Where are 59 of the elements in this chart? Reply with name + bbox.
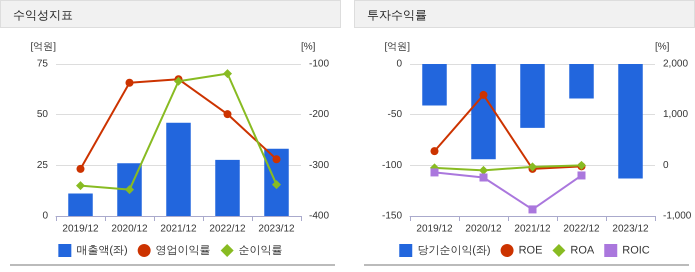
legend-label: ROIC: [622, 244, 650, 256]
y2-tick-label: -100: [309, 58, 330, 70]
x-tick-label: 2019/12: [416, 224, 454, 234]
x-tick-label: 2020/12: [111, 224, 148, 234]
point: [76, 164, 84, 173]
y-tick-label: 25: [36, 160, 48, 171]
point: [272, 180, 281, 190]
point: [480, 173, 488, 182]
legend-label: ROE: [518, 244, 542, 256]
y-tick-label: -100: [382, 160, 402, 171]
chart-title: 투자수익률: [354, 0, 695, 28]
point: [76, 181, 85, 190]
y2-tick-label: -400: [309, 210, 330, 222]
legend-label: 당기순이익(좌): [417, 244, 491, 256]
y2-axis-title: [%]: [655, 42, 670, 52]
point: [174, 76, 183, 86]
x-tick-label: 2023/12: [258, 224, 296, 234]
x-tick-label: 2022/12: [563, 224, 600, 234]
x-tick-label: 2019/12: [62, 224, 100, 234]
y-tick-label: -50: [388, 109, 402, 120]
point: [528, 205, 536, 214]
point: [430, 147, 438, 156]
y-tick-label: 0: [396, 58, 402, 70]
legend-label: 순이익률: [238, 244, 283, 256]
y-tick-label: 75: [36, 58, 48, 70]
bar: [117, 163, 142, 216]
point: [480, 90, 488, 99]
y2-tick-label: -1,000: [663, 210, 692, 222]
y-axis-title: [억원]: [384, 42, 410, 52]
y2-tick-label: 1,000: [663, 109, 688, 120]
y-tick-label: 50: [36, 109, 48, 120]
point: [430, 168, 438, 176]
point: [126, 78, 134, 87]
bar: [215, 160, 240, 216]
x-tick-label: 2021/12: [514, 224, 552, 234]
y2-tick-label: 2,000: [663, 58, 688, 70]
bar: [166, 122, 191, 216]
x-tick-label: 2022/12: [209, 224, 246, 234]
y2-tick-label: -300: [309, 160, 330, 171]
y-tick-label: -150: [382, 210, 402, 222]
chart-title: 수익성지표: [0, 0, 341, 28]
point: [272, 155, 280, 164]
y-axis-title: [억원]: [30, 42, 56, 52]
y-tick-label: 0: [42, 210, 48, 222]
point: [224, 110, 232, 118]
point: [125, 185, 134, 194]
x-tick-label: 2023/12: [612, 224, 650, 234]
y2-tick-label: -200: [309, 109, 330, 120]
point: [578, 171, 586, 180]
y2-axis-title: [%]: [301, 42, 316, 52]
x-tick-label: 2020/12: [465, 224, 502, 234]
point: [223, 69, 232, 78]
x-tick-label: 2021/12: [160, 224, 198, 234]
legend-label: ROA: [570, 244, 595, 256]
y2-tick-label: 0: [663, 160, 669, 171]
legend-label: 매출액(좌): [76, 244, 128, 256]
bar: [68, 194, 93, 216]
legend-label: 영업이익률: [156, 244, 211, 256]
point: [528, 162, 537, 172]
